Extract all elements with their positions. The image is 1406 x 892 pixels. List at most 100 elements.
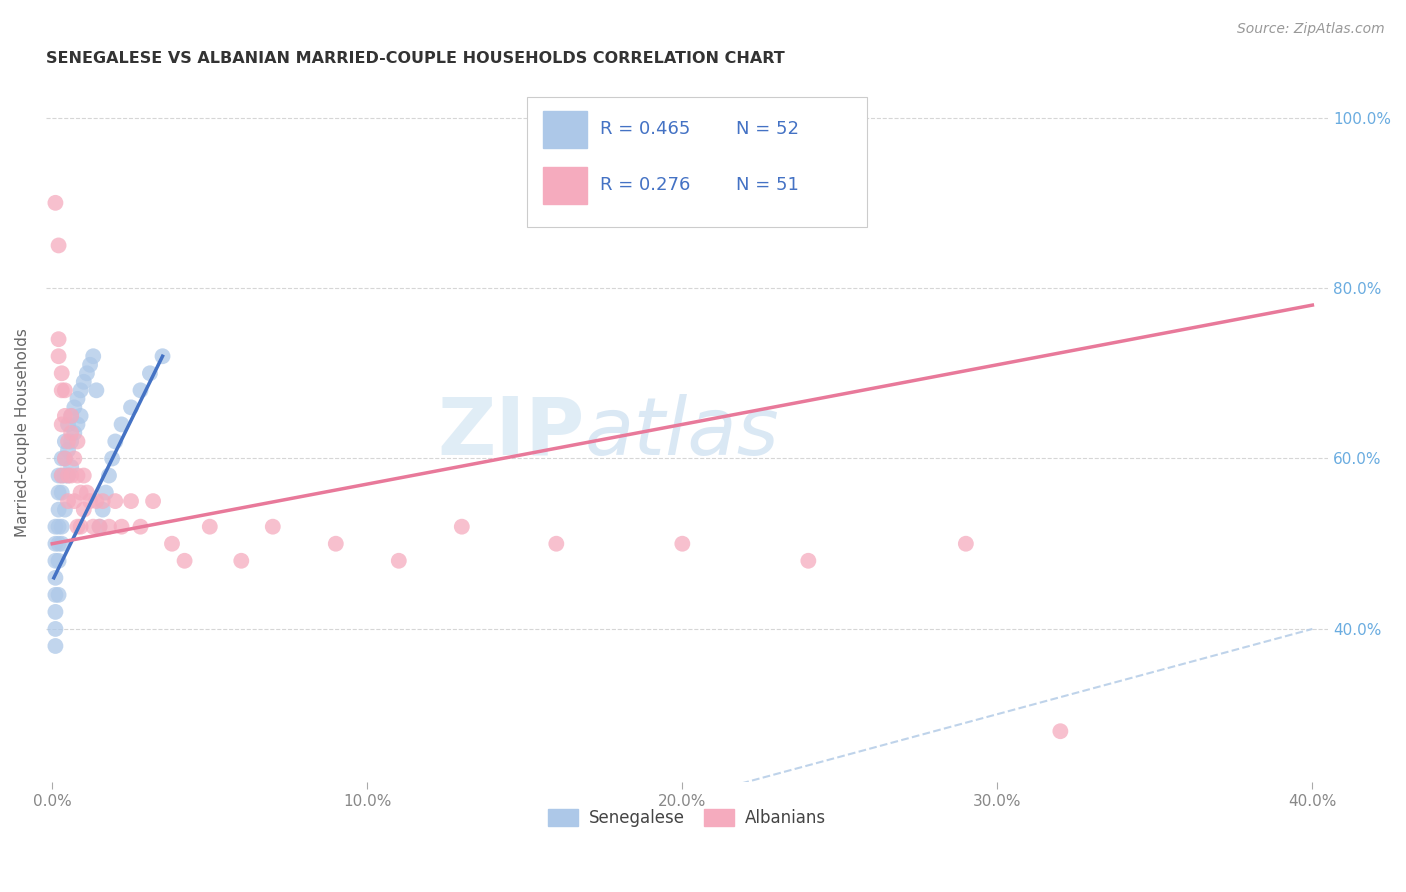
Point	[48, 554, 70, 568]
Point	[86, 494, 108, 508]
Point	[53, 468, 76, 483]
Point	[110, 519, 132, 533]
Point	[53, 451, 76, 466]
Point	[173, 554, 195, 568]
Text: N = 52: N = 52	[735, 120, 799, 138]
Point	[73, 375, 96, 389]
Point	[44, 195, 66, 210]
Text: Source: ZipAtlas.com: Source: ZipAtlas.com	[1237, 22, 1385, 37]
Point	[63, 425, 86, 440]
Point	[48, 588, 70, 602]
Point	[66, 392, 89, 406]
Point	[44, 554, 66, 568]
Point	[1049, 724, 1071, 739]
Point	[53, 502, 76, 516]
Point	[79, 494, 101, 508]
Point	[110, 417, 132, 432]
Point	[60, 425, 83, 440]
Point	[63, 401, 86, 415]
Text: R = 0.276: R = 0.276	[600, 176, 690, 194]
Point	[120, 401, 142, 415]
Point	[63, 451, 86, 466]
Point	[51, 537, 73, 551]
Point	[91, 494, 114, 508]
Point	[89, 519, 111, 533]
Point	[60, 409, 83, 423]
Point	[51, 384, 73, 398]
Point	[44, 519, 66, 533]
Legend: Senegalese, Albanians: Senegalese, Albanians	[541, 802, 832, 833]
Point	[56, 468, 79, 483]
Point	[152, 349, 174, 363]
Point	[48, 519, 70, 533]
Point	[66, 468, 89, 483]
Point	[198, 519, 221, 533]
Text: atlas: atlas	[585, 394, 779, 472]
Point	[53, 384, 76, 398]
FancyBboxPatch shape	[544, 168, 588, 203]
Point	[60, 409, 83, 423]
Point	[51, 468, 73, 483]
Point	[94, 485, 117, 500]
Point	[98, 468, 121, 483]
Point	[51, 417, 73, 432]
Point	[44, 588, 66, 602]
Point	[44, 537, 66, 551]
Point	[48, 349, 70, 363]
Y-axis label: Married-couple Households: Married-couple Households	[15, 328, 30, 537]
Point	[60, 434, 83, 449]
Point	[139, 366, 162, 380]
Point	[44, 639, 66, 653]
Point	[56, 417, 79, 432]
Point	[546, 537, 568, 551]
FancyBboxPatch shape	[527, 97, 866, 227]
Point	[101, 451, 124, 466]
Point	[69, 409, 91, 423]
Point	[73, 468, 96, 483]
Point	[51, 485, 73, 500]
Point	[91, 502, 114, 516]
Text: SENEGALESE VS ALBANIAN MARRIED-COUPLE HOUSEHOLDS CORRELATION CHART: SENEGALESE VS ALBANIAN MARRIED-COUPLE HO…	[46, 51, 785, 66]
Point	[160, 537, 183, 551]
Point	[671, 537, 693, 551]
Point	[44, 571, 66, 585]
Point	[53, 409, 76, 423]
Point	[104, 494, 127, 508]
Point	[450, 519, 472, 533]
Text: ZIP: ZIP	[437, 394, 585, 472]
Point	[73, 502, 96, 516]
Point	[51, 468, 73, 483]
Point	[120, 494, 142, 508]
Point	[44, 605, 66, 619]
Point	[56, 468, 79, 483]
Point	[129, 384, 152, 398]
Point	[56, 494, 79, 508]
Point	[48, 485, 70, 500]
Point	[69, 485, 91, 500]
Point	[89, 519, 111, 533]
Text: R = 0.465: R = 0.465	[600, 120, 690, 138]
Point	[48, 238, 70, 252]
Point	[66, 434, 89, 449]
Point	[56, 442, 79, 457]
Point	[142, 494, 165, 508]
Point	[69, 384, 91, 398]
Point	[325, 537, 347, 551]
Point	[231, 554, 253, 568]
Point	[48, 468, 70, 483]
Point	[69, 519, 91, 533]
Point	[60, 460, 83, 475]
Point	[129, 519, 152, 533]
Point	[86, 384, 108, 398]
Point	[51, 366, 73, 380]
Point	[79, 358, 101, 372]
Point	[53, 451, 76, 466]
Point	[48, 502, 70, 516]
Text: N = 51: N = 51	[735, 176, 799, 194]
Point	[51, 519, 73, 533]
FancyBboxPatch shape	[544, 112, 588, 148]
Point	[104, 434, 127, 449]
Point	[48, 332, 70, 346]
Point	[82, 349, 104, 363]
Point	[797, 554, 820, 568]
